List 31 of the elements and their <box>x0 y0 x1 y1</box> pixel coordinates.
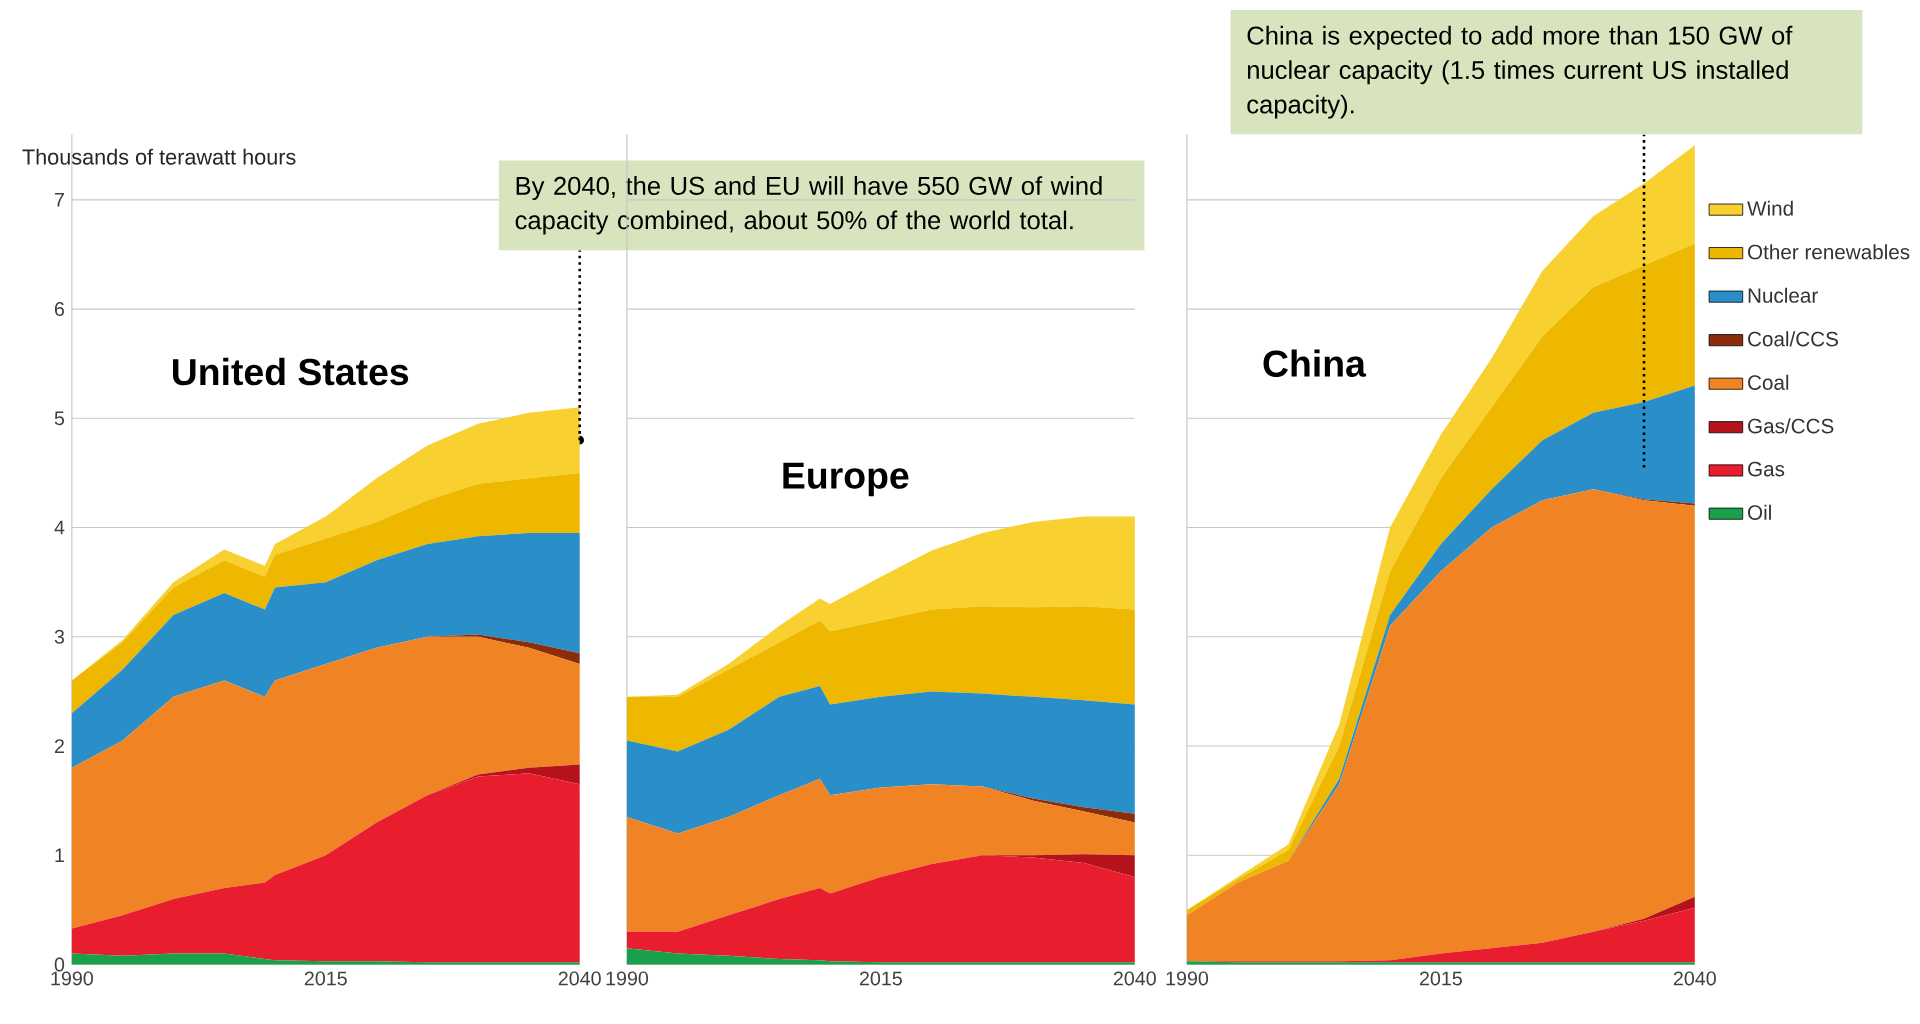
legend-label: Gas <box>1748 461 1785 477</box>
legend-label: Coal <box>1748 374 1789 391</box>
x-tick-label: 2015 <box>1419 971 1462 986</box>
y-tick-label: 0 <box>54 957 65 972</box>
x-tick-label: 2015 <box>304 971 347 986</box>
legend-label: Nuclear <box>1748 287 1818 304</box>
y-tick-label: 5 <box>54 411 65 426</box>
y-tick-label: 2 <box>54 739 64 754</box>
x-tick-label: 2040 <box>1113 971 1156 986</box>
text: United States <box>172 358 409 386</box>
legend-label: Gas/CCS <box>1748 418 1834 434</box>
y-tick-label: 1 <box>55 848 64 863</box>
x-tick-label: 1990 <box>1166 971 1209 986</box>
y-tick-label: 6 <box>54 302 65 317</box>
annotation: China is expected to add more than 150 GW of nuclear capacity (1.5 times current US installed capacity). <box>1247 26 1793 119</box>
x-tick-label: 2040 <box>1673 971 1716 986</box>
annotation: By 2040, the US and EU will have 550 GW of wind capacity combined, about 50% of the world total. <box>515 176 1102 235</box>
legend-label: Other renewables <box>1748 244 1910 260</box>
legend-label: Wind <box>1747 200 1793 217</box>
y-tick-label: 7 <box>54 193 64 207</box>
x-tick-label: 1990 <box>606 971 649 986</box>
text: Europe <box>783 462 909 497</box>
legend-label: Oil <box>1748 504 1771 521</box>
text: China <box>1263 349 1367 378</box>
y-axis-title: Thousands of terawatt hours <box>22 148 296 165</box>
legend-label: Coal/CCS <box>1748 331 1838 347</box>
x-tick-label: 1990 <box>51 971 93 986</box>
x-tick-label: 2040 <box>558 971 601 986</box>
y-tick-label: 3 <box>54 630 65 644</box>
y-tick-label: 4 <box>54 520 65 535</box>
x-tick-label: 2015 <box>859 971 902 986</box>
